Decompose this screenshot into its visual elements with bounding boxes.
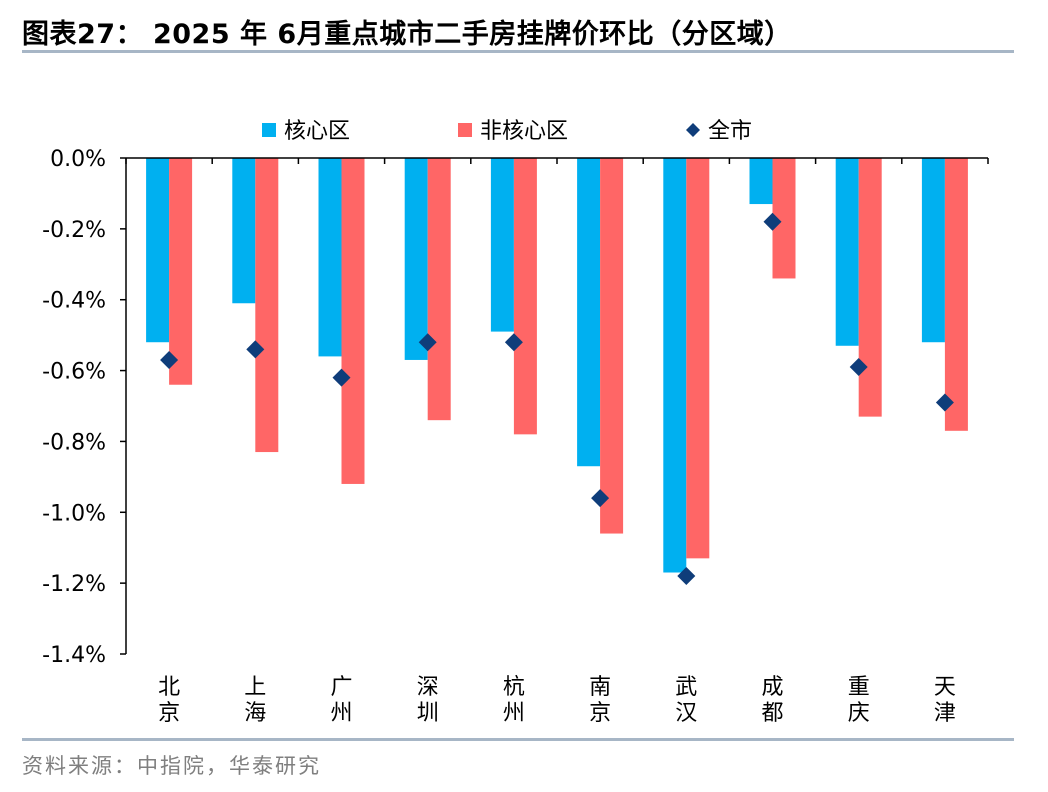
y-tick-label: 0.0%	[50, 147, 106, 172]
x-category-label: 北京	[158, 675, 180, 726]
page-title: 图表27： 2025 年 6月重点城市二手房挂牌价环比（分区域）	[22, 19, 792, 50]
bar-noncore	[600, 158, 624, 534]
legend-label: 核心区	[284, 119, 350, 144]
source-note: 资料来源：中指院，华泰研究	[22, 754, 321, 778]
marker-citywide	[504, 333, 523, 352]
y-tick-label: -1.2%	[42, 572, 106, 597]
marker-citywide	[246, 340, 265, 359]
bar-core	[577, 158, 601, 467]
x-category-label: 成都	[761, 675, 783, 726]
title-divider	[22, 50, 1014, 53]
x-category-label: 上海	[244, 675, 266, 726]
bar-core	[318, 158, 342, 357]
bar-core	[146, 158, 170, 343]
footer-divider	[22, 738, 1014, 741]
y-tick-label: -0.4%	[42, 289, 106, 314]
y-tick-label: -1.0%	[42, 501, 106, 526]
legend-swatch	[262, 123, 276, 137]
x-category-label: 天津	[934, 675, 956, 726]
bar-core	[749, 158, 773, 205]
marker-citywide	[418, 333, 437, 352]
bar-core	[232, 158, 256, 304]
bar-core	[663, 158, 687, 573]
x-category-label: 广州	[330, 675, 352, 726]
bar-noncore	[944, 158, 968, 431]
bar-noncore	[513, 158, 537, 435]
x-category-label: 杭州	[503, 675, 525, 726]
marker-citywide	[677, 567, 696, 586]
marker-citywide	[935, 393, 954, 412]
bar-core	[404, 158, 428, 360]
bar-noncore	[686, 158, 710, 559]
legend-swatch	[458, 123, 472, 137]
legend-swatch	[686, 123, 700, 137]
y-tick-label: -0.6%	[42, 360, 106, 385]
bar-noncore	[427, 158, 451, 421]
bar-noncore	[255, 158, 279, 453]
y-tick-label: -1.4%	[42, 643, 106, 668]
marker-citywide	[332, 368, 351, 387]
x-category-label: 武汉	[675, 675, 697, 726]
x-category-label: 重庆	[848, 675, 870, 726]
marker-citywide	[160, 350, 179, 369]
legend-label: 非核心区	[480, 119, 568, 144]
bar-noncore	[772, 158, 796, 279]
bar-core	[490, 158, 514, 332]
y-tick-label: -0.8%	[42, 430, 106, 455]
marker-citywide	[849, 358, 868, 377]
x-category-label: 南京	[589, 675, 611, 726]
bar-core	[921, 158, 945, 343]
legend-label: 全市	[708, 119, 752, 144]
marker-citywide	[763, 212, 782, 231]
bar-core	[835, 158, 859, 346]
bar-noncore	[169, 158, 193, 385]
marker-citywide	[591, 489, 610, 508]
y-tick-label: -0.2%	[42, 218, 106, 243]
x-category-label: 深圳	[417, 675, 439, 726]
bar-noncore	[858, 158, 882, 417]
bar-noncore	[341, 158, 365, 484]
